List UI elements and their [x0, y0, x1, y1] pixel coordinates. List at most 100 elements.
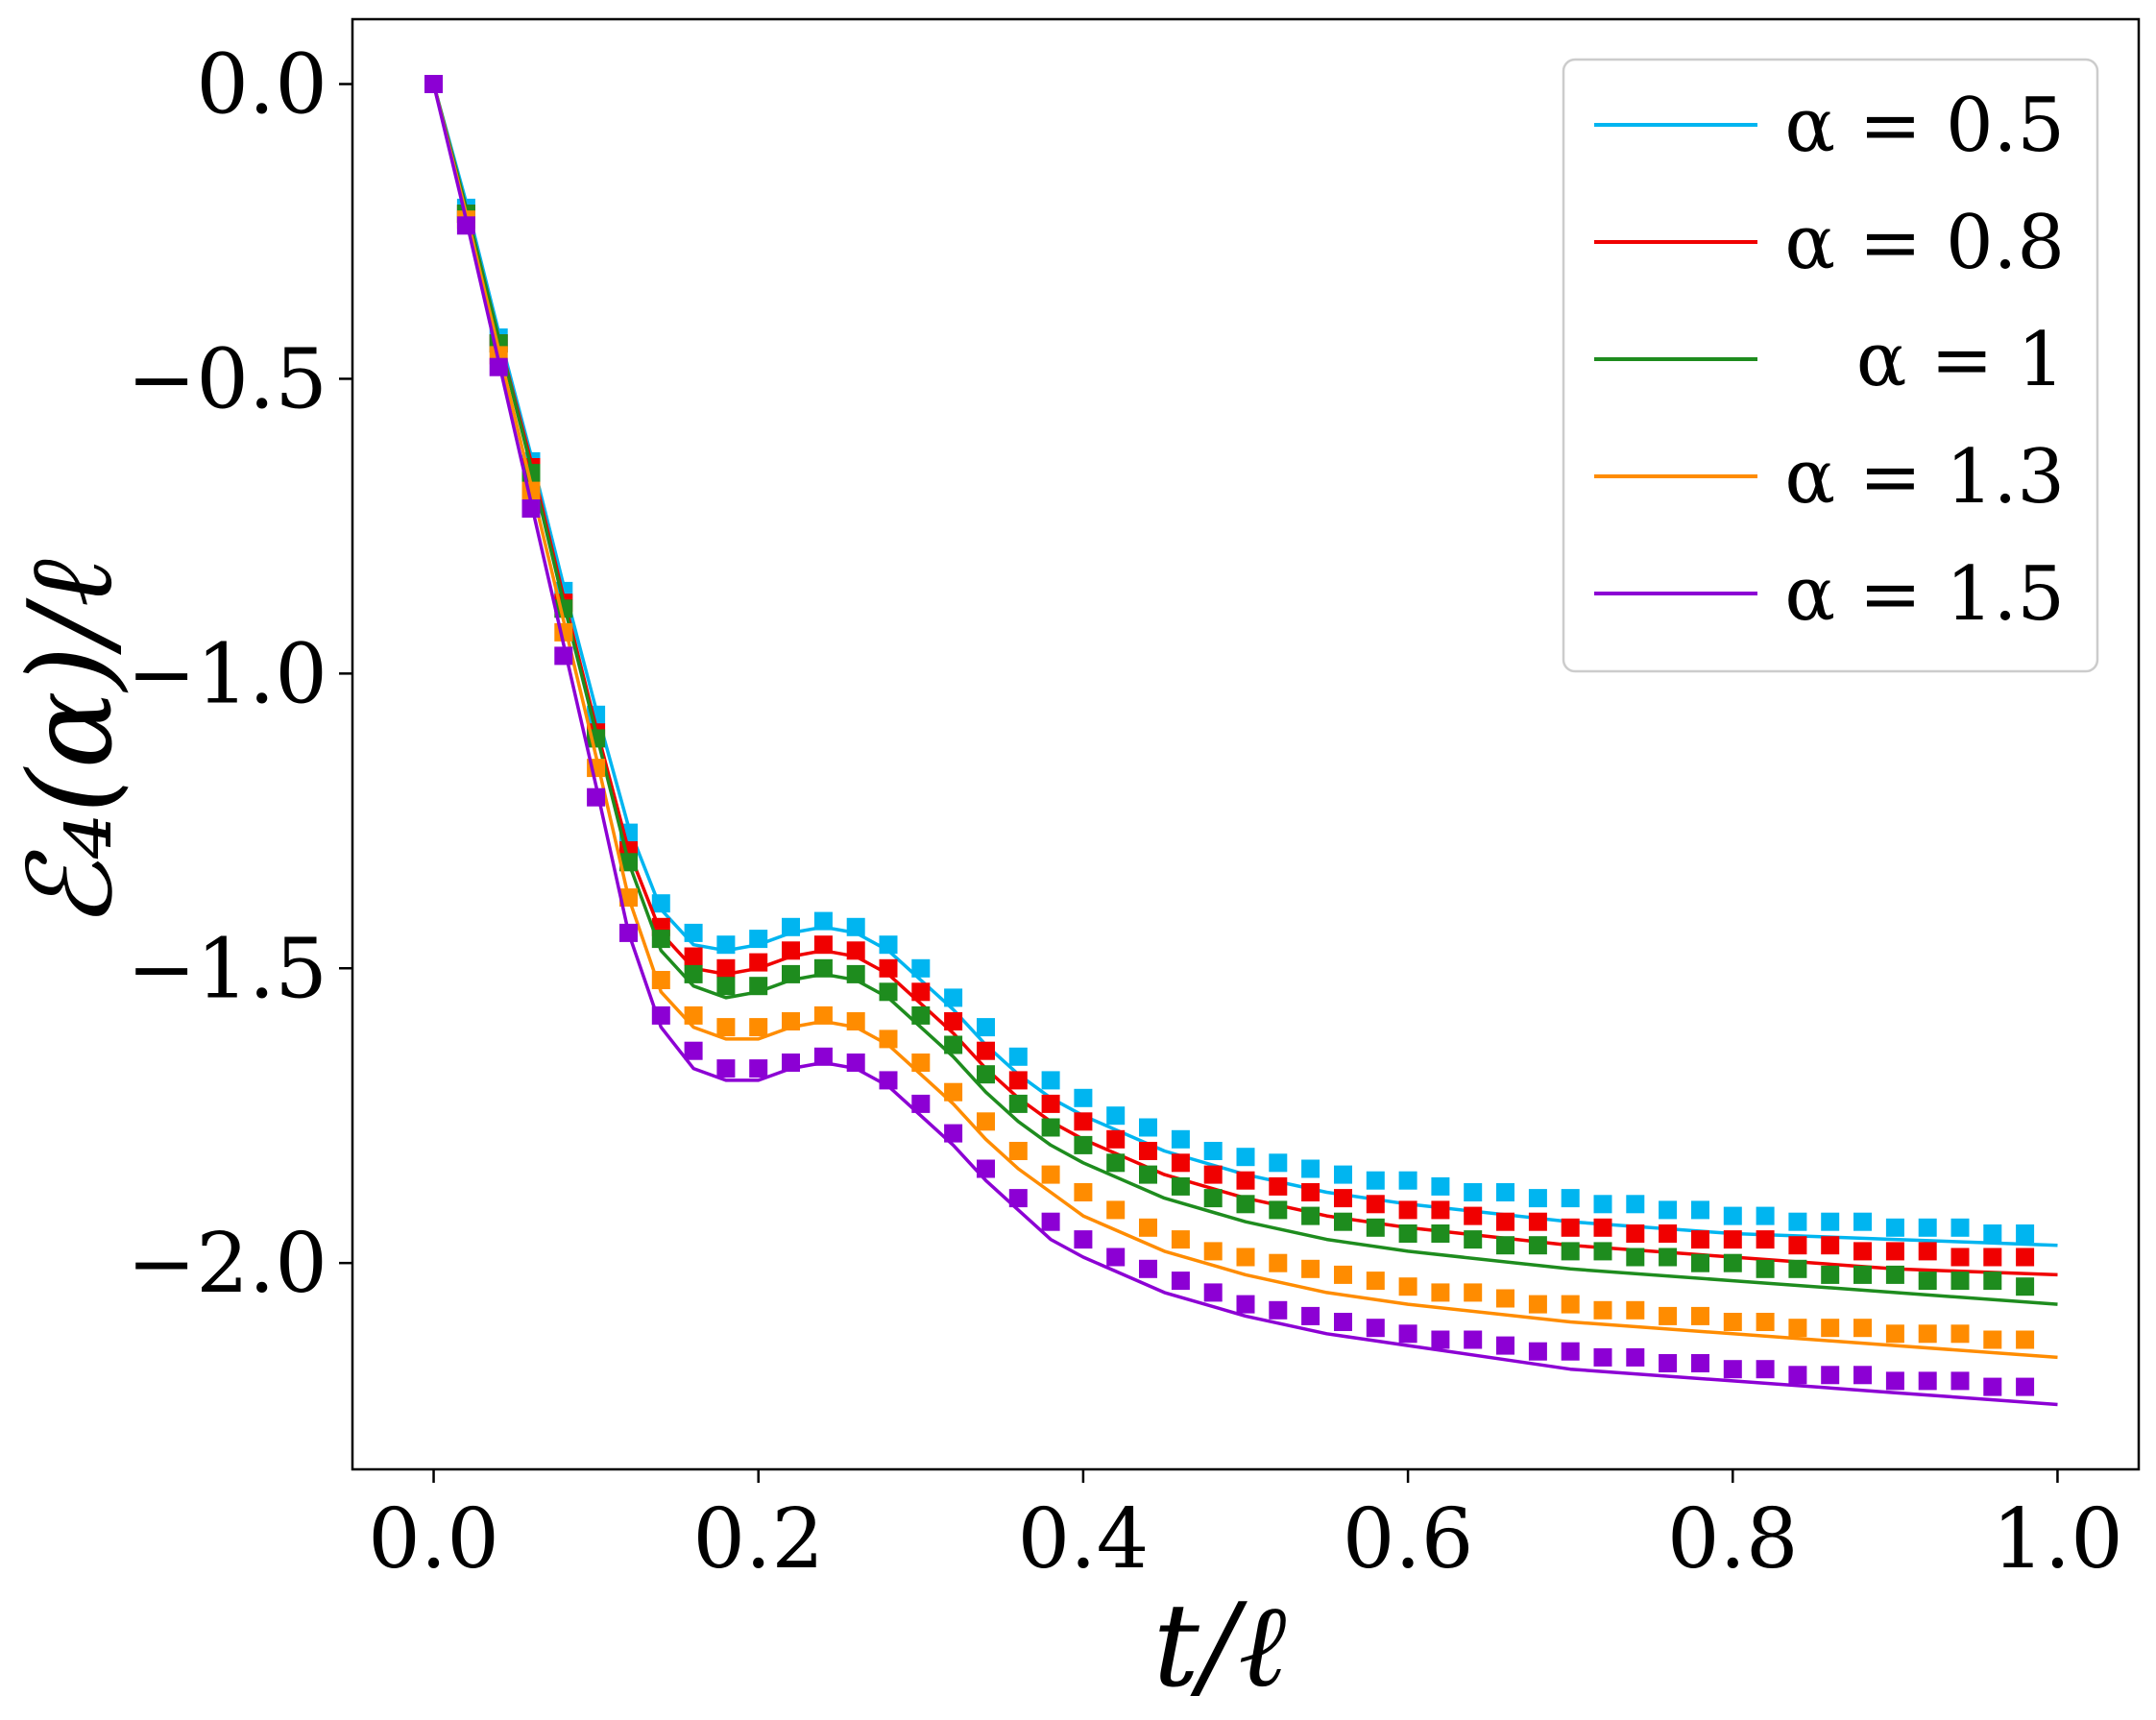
data-point — [456, 216, 475, 235]
y-axis-ticks: 0.0 −0.5 −1.0 −1.5 −2.0 — [127, 37, 352, 1312]
data-point — [1723, 1206, 1742, 1225]
data-point — [1788, 1319, 1807, 1338]
data-point — [1074, 1135, 1093, 1154]
data-point — [1496, 1336, 1514, 1355]
data-point — [1885, 1371, 1904, 1391]
data-point — [716, 1059, 736, 1078]
data-point — [1041, 1071, 1060, 1090]
data-point — [1008, 1094, 1028, 1113]
data-point — [716, 1018, 736, 1037]
data-point — [2016, 1377, 2035, 1396]
legend: α = 0.5 α = 0.8 α = 1 α = 1.3 α = 1.5 — [1562, 58, 2099, 673]
data-point — [813, 935, 833, 955]
data-point — [1528, 1295, 1547, 1314]
data-point — [1074, 1230, 1093, 1249]
series-3 — [424, 75, 2058, 1360]
data-point — [1821, 1319, 1840, 1338]
data-point — [1074, 1183, 1093, 1201]
y-tick-label: 0.0 — [196, 37, 327, 133]
data-point — [684, 923, 703, 942]
legend-entry: α = 0.5 — [1594, 83, 2065, 169]
data-point — [1723, 1313, 1742, 1331]
legend-label: α = 1.3 — [1784, 434, 2065, 521]
data-point — [1918, 1272, 1937, 1291]
data-point — [911, 1054, 931, 1072]
data-point — [1821, 1236, 1840, 1255]
data-point — [1301, 1183, 1320, 1201]
data-point — [1659, 1306, 1678, 1325]
data-point — [911, 958, 931, 978]
data-point — [1853, 1265, 1872, 1284]
data-point — [489, 357, 508, 376]
data-point — [1756, 1360, 1775, 1379]
data-point — [879, 1071, 898, 1090]
data-point — [1464, 1183, 1483, 1201]
data-point — [1561, 1342, 1580, 1361]
data-point — [1918, 1324, 1937, 1344]
data-point — [1139, 1218, 1157, 1237]
data-point — [1398, 1277, 1417, 1296]
data-point — [1691, 1230, 1709, 1249]
data-point — [1366, 1319, 1385, 1338]
data-point — [1723, 1253, 1742, 1272]
data-point — [944, 1035, 963, 1054]
legend-entry: α = 0.8 — [1594, 200, 2065, 286]
data-point — [1269, 1176, 1288, 1196]
data-point — [1431, 1330, 1450, 1349]
data-point — [749, 953, 768, 972]
data-point — [1334, 1313, 1352, 1331]
data-point — [782, 1012, 800, 1030]
y-tick-label: −2.0 — [127, 1216, 327, 1312]
data-point — [554, 646, 573, 666]
data-point — [1139, 1118, 1157, 1137]
data-point — [1106, 1106, 1126, 1126]
data-point — [521, 499, 541, 518]
data-point — [1528, 1212, 1547, 1231]
data-point — [1008, 1189, 1028, 1208]
data-point — [2016, 1224, 2035, 1243]
data-point — [1626, 1300, 1645, 1320]
data-point — [1431, 1224, 1450, 1243]
data-point — [1950, 1218, 1970, 1237]
data-point — [651, 930, 670, 949]
data-point — [749, 977, 768, 996]
data-point — [1236, 1248, 1255, 1267]
data-point — [1366, 1171, 1385, 1190]
data-point — [1723, 1360, 1742, 1379]
data-point — [977, 1159, 995, 1178]
data-point — [1398, 1200, 1417, 1220]
data-point — [846, 964, 865, 983]
data-point — [879, 958, 898, 978]
data-point — [782, 964, 800, 983]
legend-entry: α = 1.3 — [1594, 434, 2065, 521]
data-point — [1950, 1272, 1970, 1291]
data-point — [1431, 1200, 1450, 1220]
data-point — [813, 911, 833, 931]
data-point — [782, 917, 800, 936]
data-point — [1464, 1283, 1483, 1302]
data-point — [1041, 1165, 1060, 1184]
data-point — [1788, 1212, 1807, 1231]
data-point — [1821, 1366, 1840, 1385]
data-point — [1008, 1047, 1028, 1066]
data-point — [1983, 1248, 2002, 1267]
data-point — [651, 894, 670, 913]
data-point — [1236, 1171, 1255, 1190]
data-point — [651, 1005, 670, 1025]
data-point — [1496, 1236, 1514, 1255]
series-2 — [424, 75, 2058, 1306]
data-point — [1528, 1342, 1547, 1361]
data-point — [813, 1005, 833, 1025]
data-point — [1139, 1142, 1157, 1160]
data-point — [1691, 1200, 1709, 1220]
data-point — [1269, 1253, 1288, 1272]
legend-frame — [1562, 58, 2099, 673]
data-point — [1983, 1272, 2002, 1291]
data-point — [1171, 1129, 1190, 1149]
data-point — [846, 1054, 865, 1072]
data-point — [684, 1041, 703, 1060]
data-point — [1885, 1324, 1904, 1344]
y-tick-label: −1.0 — [127, 626, 327, 722]
data-point — [1593, 1242, 1612, 1261]
data-point — [846, 941, 865, 960]
